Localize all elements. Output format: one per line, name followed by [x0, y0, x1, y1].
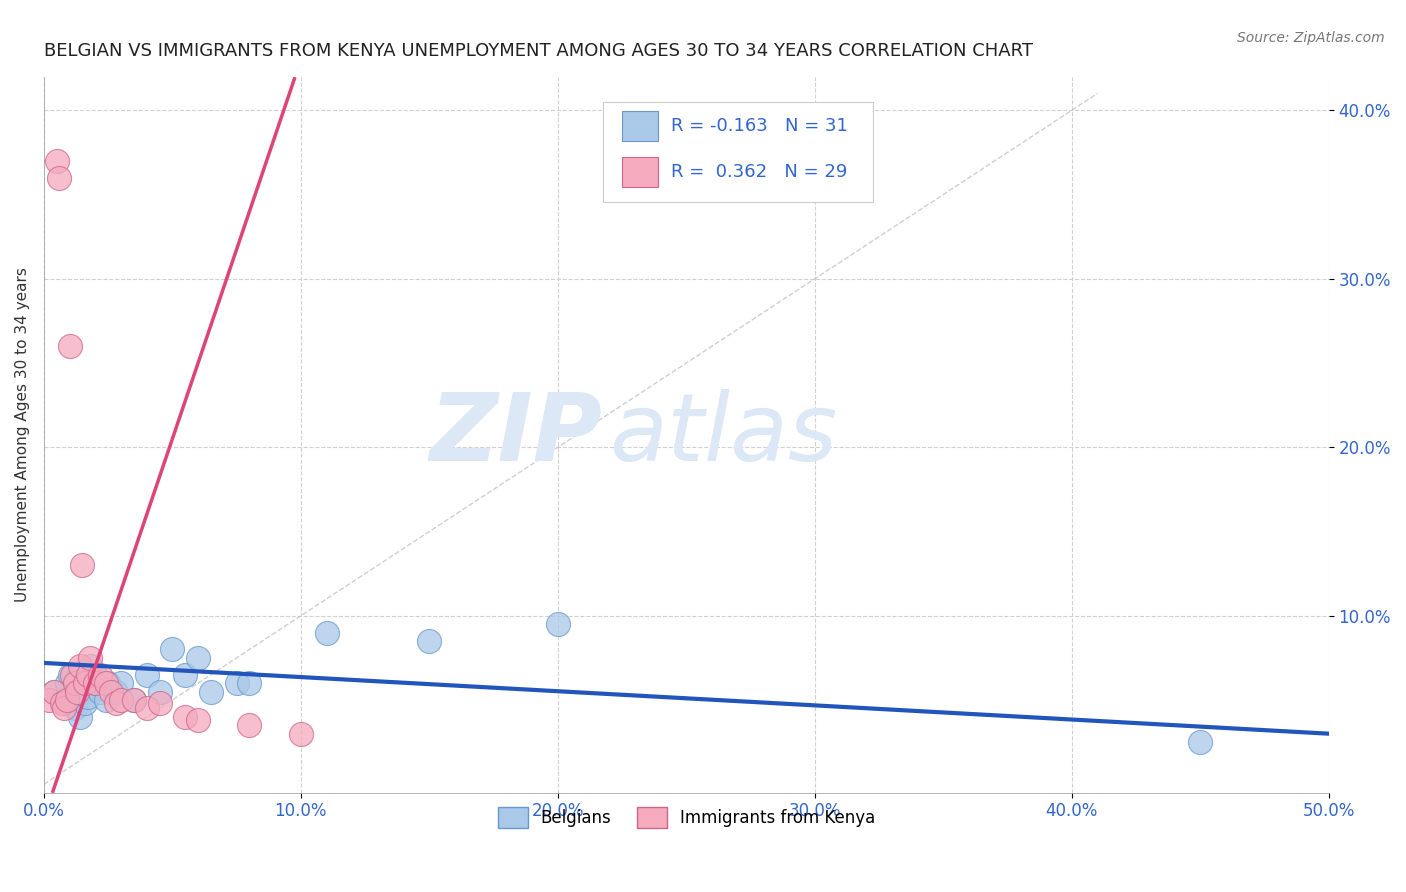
Point: [60, 667, 83, 681]
Point: [97, 676, 120, 690]
Point: [100, 684, 122, 698]
Point: [84, 676, 107, 690]
Point: [66, 684, 89, 698]
Point: [38, 693, 60, 707]
Point: [200, 684, 222, 698]
Point: [58, 339, 80, 353]
Point: [110, 676, 132, 690]
Point: [174, 667, 197, 681]
Point: [104, 684, 127, 698]
Point: [148, 697, 170, 711]
Point: [63, 676, 86, 690]
Point: [135, 667, 157, 681]
Point: [135, 701, 157, 715]
Point: [122, 693, 145, 707]
Point: [45, 153, 67, 168]
Point: [44, 684, 66, 698]
Point: [73, 697, 96, 711]
Point: [82, 676, 104, 690]
Point: [94, 676, 117, 690]
Point: [53, 697, 76, 711]
Point: [122, 693, 145, 707]
Text: R =  0.362   N = 29: R = 0.362 N = 29: [671, 163, 848, 181]
Point: [44, 684, 66, 698]
Point: [1189, 735, 1212, 749]
Bar: [621, 157, 658, 187]
Y-axis label: Unemployment Among Ages 30 to 34 years: Unemployment Among Ages 30 to 34 years: [15, 268, 30, 602]
Point: [58, 667, 80, 681]
Text: R = -0.163   N = 31: R = -0.163 N = 31: [671, 117, 848, 135]
Point: [162, 642, 184, 657]
Point: [72, 684, 94, 698]
Point: [84, 667, 107, 681]
Point: [89, 684, 111, 698]
Text: Source: ZipAtlas.com: Source: ZipAtlas.com: [1237, 31, 1385, 45]
Point: [315, 625, 337, 640]
Point: [51, 697, 73, 711]
Point: [69, 710, 91, 724]
Point: [79, 659, 101, 673]
FancyBboxPatch shape: [603, 102, 873, 202]
Point: [148, 684, 170, 698]
Point: [187, 651, 209, 665]
Text: ZIP: ZIP: [430, 389, 603, 481]
Bar: [621, 111, 658, 141]
Point: [238, 676, 260, 690]
Point: [104, 697, 127, 711]
Point: [53, 701, 76, 715]
Point: [418, 634, 440, 648]
Point: [290, 727, 312, 741]
Point: [48, 170, 70, 185]
Point: [79, 651, 101, 665]
Point: [238, 718, 260, 732]
Point: [63, 701, 86, 715]
Legend: Belgians, Immigrants from Kenya: Belgians, Immigrants from Kenya: [491, 801, 882, 834]
Point: [547, 617, 569, 632]
Text: BELGIAN VS IMMIGRANTS FROM KENYA UNEMPLOYMENT AMONG AGES 30 TO 34 YEARS CORRELAT: BELGIAN VS IMMIGRANTS FROM KENYA UNEMPLO…: [44, 42, 1033, 60]
Point: [76, 667, 98, 681]
Point: [89, 667, 111, 681]
Point: [187, 713, 209, 727]
Text: atlas: atlas: [609, 389, 838, 480]
Point: [110, 693, 132, 707]
Point: [225, 676, 247, 690]
Point: [72, 558, 94, 573]
Point: [60, 693, 83, 707]
Point: [56, 693, 79, 707]
Point: [73, 676, 96, 690]
Point: [76, 690, 98, 704]
Point: [174, 710, 197, 724]
Point: [94, 693, 117, 707]
Point: [69, 659, 91, 673]
Point: [56, 676, 79, 690]
